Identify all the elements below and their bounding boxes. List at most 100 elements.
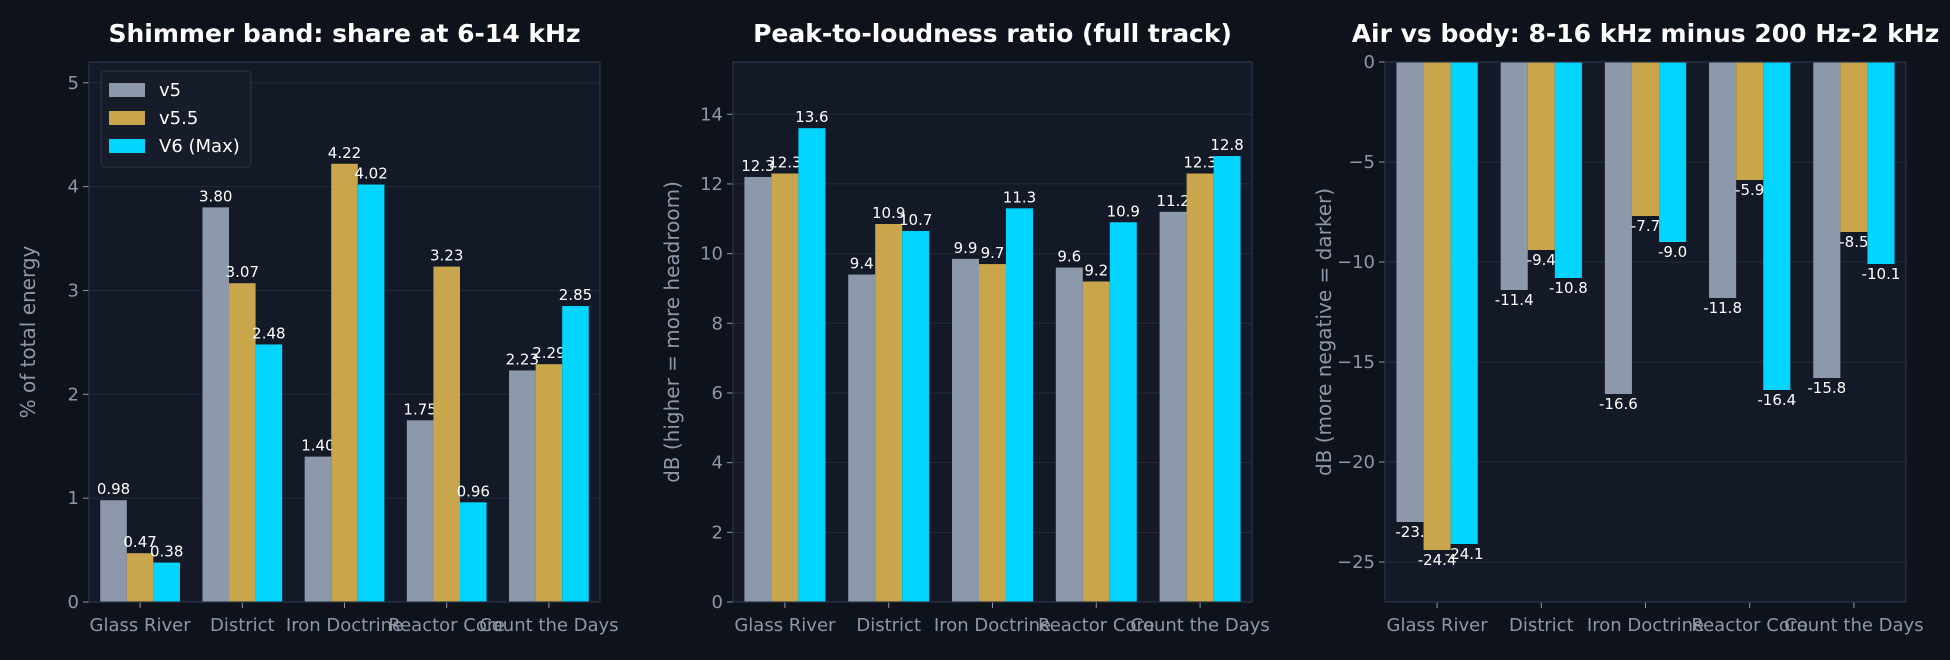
- data-label: -16.6: [1599, 395, 1638, 413]
- data-label: 12.3: [768, 153, 801, 171]
- plot-frame: [88, 61, 601, 603]
- data-label: 10.9: [872, 204, 905, 222]
- bar-v5: [848, 274, 876, 602]
- bar-v5: [1500, 62, 1528, 290]
- data-label: -10.8: [1549, 279, 1588, 297]
- bar-v5-5: [875, 224, 903, 602]
- plot-frame: [1384, 61, 1907, 603]
- bar-v6-max: [357, 184, 385, 603]
- y-tick-label: 2: [68, 384, 79, 405]
- chart-title: Air vs body: 8-16 kHz minus 200 Hz-2 kHz: [1352, 19, 1940, 48]
- y-tick-label: 10: [700, 244, 723, 265]
- data-label: 0.98: [97, 480, 130, 498]
- bar-v5-5: [126, 553, 154, 602]
- data-label: 10.7: [899, 211, 932, 229]
- y-tick-label: 6: [712, 383, 723, 404]
- data-label: 12.8: [1210, 136, 1243, 154]
- data-label: -10.1: [1862, 265, 1901, 283]
- x-tick-label: Iron Doctrine: [286, 615, 403, 636]
- data-label: -9.0: [1658, 243, 1687, 261]
- shimmer-band-chart: 0 1 2 3 4 5 0.98 0.470.38 Glass River 3.80 3.07 2.4…: [16, 19, 619, 636]
- y-tick-label: 0: [68, 592, 79, 613]
- data-label: 9.9: [954, 239, 978, 257]
- bar-v5: [1709, 62, 1737, 298]
- bar-v6-max: [1659, 62, 1687, 242]
- bar-v5-5: [1082, 281, 1110, 602]
- y-tick-label: −5: [1348, 152, 1375, 173]
- bar-v5-5: [1631, 62, 1660, 216]
- bar-v5: [1396, 62, 1424, 522]
- data-label: -24.1: [1445, 545, 1484, 563]
- bar-v5-5: [1527, 62, 1555, 250]
- bar-v5: [509, 370, 536, 602]
- y-tick-label: −20: [1337, 452, 1375, 473]
- legend-label: v5: [159, 80, 181, 101]
- x-tick-label: Count the Days: [1784, 615, 1923, 636]
- bar-v5-5: [979, 264, 1006, 602]
- y-tick-label: −10: [1337, 252, 1375, 273]
- bar-v5-5: [1840, 62, 1868, 232]
- y-tick-label: 5: [68, 73, 79, 94]
- bar-v6-max: [153, 562, 180, 602]
- bar-v5-5: [433, 266, 460, 602]
- data-label: 3.07: [226, 263, 259, 281]
- bar-v6-max: [798, 128, 826, 602]
- data-label: 3.80: [199, 187, 232, 205]
- y-tick-label: 4: [712, 453, 723, 474]
- data-label: 2.23: [506, 350, 539, 368]
- bar-v6-max: [1763, 62, 1791, 390]
- data-label: 4.02: [354, 165, 387, 183]
- y-tick-label: 1: [68, 488, 79, 509]
- legend-swatch: [109, 111, 145, 125]
- legend: v5 v5.5 V6 (Max): [100, 70, 252, 168]
- bar-v5-5: [331, 163, 358, 602]
- x-tick-label: Reactor Core: [388, 615, 505, 636]
- bar-v6-max: [1213, 156, 1241, 602]
- data-label: 9.6: [1057, 248, 1081, 266]
- plot-frame: [732, 61, 1253, 603]
- data-label: -5.9: [1735, 181, 1764, 199]
- x-tick-label: Reactor Core: [1691, 615, 1808, 636]
- bar-v5: [952, 258, 980, 602]
- data-label: 11.2: [1156, 192, 1189, 210]
- bar-v5-5: [229, 283, 256, 602]
- data-label: 11.3: [1003, 188, 1036, 206]
- x-tick-label: Count the Days: [479, 615, 618, 636]
- y-tick-label: −15: [1337, 352, 1375, 373]
- bar-v5-5: [1186, 173, 1214, 602]
- x-tick-label: Glass River: [90, 615, 192, 636]
- data-label: -16.4: [1757, 391, 1796, 409]
- y-axis-label: % of total energy: [16, 245, 40, 418]
- legend-swatch: [109, 83, 145, 97]
- bar-v6-max: [1109, 222, 1137, 603]
- bar-v6-max: [1005, 208, 1033, 603]
- bar-v5: [744, 176, 772, 602]
- data-label: -8.5: [1839, 233, 1868, 251]
- x-tick-label: District: [1509, 615, 1574, 636]
- y-tick-label: 0: [1364, 52, 1375, 73]
- data-label: 2.29: [532, 344, 565, 362]
- bar-v5: [304, 456, 332, 602]
- bar-v6-max: [1554, 62, 1582, 278]
- data-label: -15.8: [1807, 379, 1846, 397]
- x-tick-label: Count the Days: [1130, 615, 1269, 636]
- data-label: -23.: [1395, 523, 1424, 541]
- data-label: -11.4: [1495, 291, 1534, 309]
- y-tick-label: 8: [712, 313, 723, 334]
- data-label: 12.3: [1183, 153, 1216, 171]
- data-label: 9.7: [981, 244, 1005, 262]
- x-tick-label: Glass River: [734, 615, 836, 636]
- data-label: 3.23: [430, 247, 463, 265]
- chart-title: Peak-to-loudness ratio (full track): [753, 19, 1232, 48]
- bar-v6-max: [1867, 62, 1895, 264]
- data-label: 1.40: [301, 437, 334, 455]
- bar-v5-5: [1423, 62, 1451, 550]
- x-tick-label: Iron Doctrine: [934, 615, 1051, 636]
- bar-v5: [100, 500, 127, 602]
- legend-swatch: [109, 139, 145, 153]
- legend-label: v5.5: [159, 108, 198, 129]
- data-label: 0.38: [150, 543, 183, 561]
- data-label: 9.2: [1084, 261, 1108, 279]
